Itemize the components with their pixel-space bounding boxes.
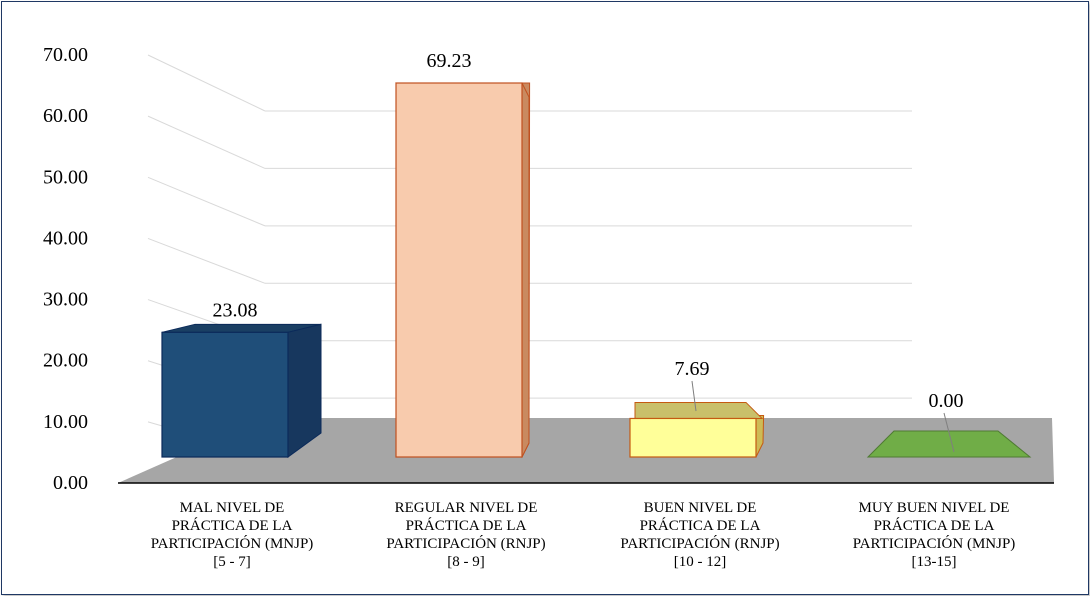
bar — [866, 430, 1032, 458]
gridline-diagonal — [147, 115, 266, 169]
data-label-leader — [691, 380, 697, 412]
chart-floor — [118, 418, 1054, 483]
gridline-diagonal — [147, 237, 266, 284]
data-label: 7.69 — [675, 358, 710, 380]
y-tick-label: 70.00 — [43, 44, 88, 66]
y-tick-label: 40.00 — [43, 227, 88, 249]
gridline-diagonal — [147, 54, 266, 112]
y-tick-label: 50.00 — [43, 166, 88, 188]
bar-front — [395, 82, 523, 458]
data-label: 69.23 — [427, 50, 472, 72]
bar — [395, 82, 531, 459]
x-category-label: BUEN NIVEL DE — [644, 500, 757, 516]
x-category-label: PARTICIPACIÓN (RNJP) — [620, 535, 779, 552]
x-category-label: PARTICIPACIÓN (MNJP) — [151, 535, 314, 552]
bar-front — [629, 417, 757, 458]
y-tick-label: 20.00 — [43, 350, 88, 372]
y-tick-label: 60.00 — [43, 105, 88, 127]
bar-front — [161, 331, 289, 458]
gridlines — [147, 54, 912, 457]
bars — [161, 82, 1032, 459]
x-category-label: [10 - 12] — [674, 554, 727, 570]
y-tick-label: 30.00 — [43, 289, 88, 311]
bar — [161, 323, 322, 458]
x-category-label: PRÁCTICA DE LA — [172, 517, 293, 534]
axes: 0.00 10.00 20.00 30.00 40.00 50.00 60.00 70.00 — [43, 44, 1054, 494]
chart-floor-plane — [118, 418, 1054, 483]
x-category-label: MUY BUEN NIVEL DE — [859, 500, 1010, 516]
x-category-label: [8 - 9] — [447, 554, 485, 570]
bar-front — [866, 430, 1032, 458]
x-category-label: PRÁCTICA DE LA — [874, 517, 995, 534]
x-category-label: [13-15] — [912, 554, 957, 570]
bar-top — [634, 401, 764, 419]
x-category-label: MAL NIVEL DE — [180, 500, 285, 516]
x-category-label: [5 - 7] — [213, 554, 251, 570]
gridline-diagonal — [147, 176, 266, 227]
x-category-label: PARTICIPACIÓN (RNJP) — [386, 535, 545, 552]
y-tick-label: 10.00 — [43, 411, 88, 433]
x-category-label: PRÁCTICA DE LA — [640, 517, 761, 534]
bar — [629, 401, 765, 458]
bar-side — [287, 323, 322, 458]
y-tick-label: 0.00 — [53, 472, 88, 494]
data-label-leader — [943, 412, 955, 453]
x-category-label: REGULAR NIVEL DE — [395, 500, 538, 516]
data-label: 0.00 — [929, 390, 964, 412]
x-category-label: PARTICIPACIÓN (MNJP) — [853, 535, 1016, 552]
data-label: 23.08 — [213, 299, 258, 321]
x-category-label: PRÁCTICA DE LA — [406, 517, 527, 534]
